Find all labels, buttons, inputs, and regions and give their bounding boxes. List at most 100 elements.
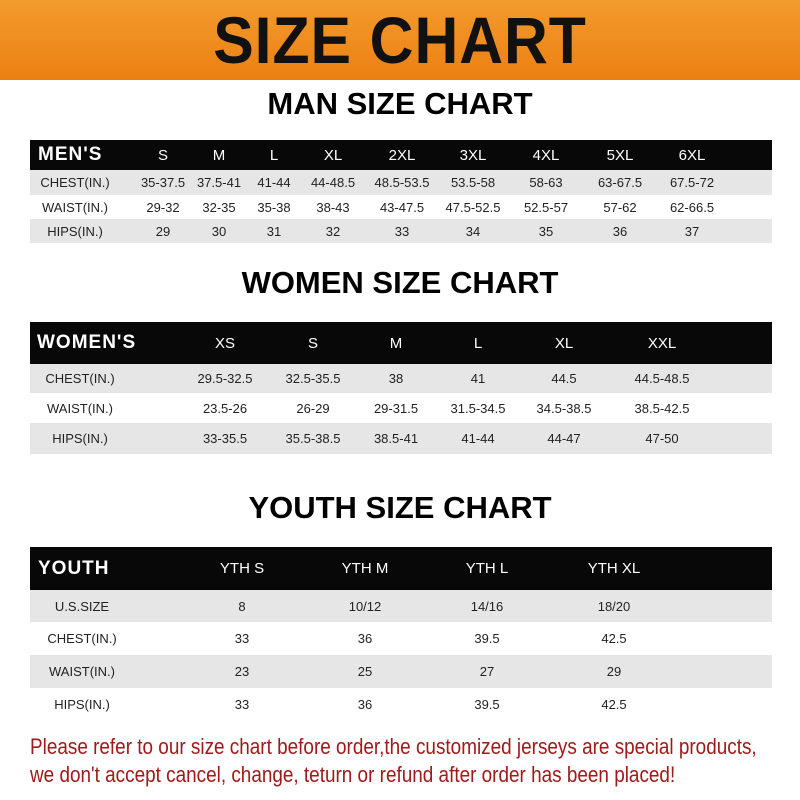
measurement-cell: 41-44 [257,175,291,190]
measurement-cell: 36 [357,696,373,712]
measurement-cell: 48.5-53.5 [374,175,430,190]
size-header: 6XL [678,146,706,164]
measurement-cell: 30 [211,223,227,239]
order-notice: Please refer to our size chart before or… [30,733,757,789]
table-row: WAIST(IN.) 23.5-26 26-29 29-31.5 31.5-34.5 34… [30,393,772,423]
table-row: WAIST(IN.) 23 25 27 29 [30,655,772,688]
table-title-cell: YOUTH [38,557,110,579]
measurement-cell: 37.5-41 [196,175,242,190]
measurement-cell: 44-48.5 [310,175,356,190]
table-header-row: YOUTH YTH S YTH M YTH L YTH XL [30,547,772,590]
table-row: CHEST(IN.) 35-37.5 37.5-41 41-44 44-48.5 48.5… [30,170,772,195]
measurement-cell: 41-44 [461,431,495,446]
row-label: HIPS(IN.) [47,223,103,239]
table-header-row: WOMEN'S XS S M L XL XXL [30,322,772,364]
measurement-cell: 10/12 [348,598,382,614]
table-row: CHEST(IN.) 29.5-32.5 32.5-35.5 38 41 44.5 44.5… [30,364,772,393]
size-header: S [307,334,319,352]
measurement-cell: 44.5-48.5 [634,371,690,386]
size-header: 2XL [388,146,416,164]
measurement-cell: 57-62 [603,199,637,215]
men-section-title: MAN SIZE CHART [267,86,533,121]
measurement-cell: 62-66.5 [669,199,715,215]
measurement-cell: 47.5-52.5 [445,199,501,215]
row-label: WAIST(IN.) [47,400,113,416]
measurement-cell: 14/16 [470,598,504,614]
measurement-cell: 58-63 [529,175,563,190]
measurement-cell: 47-50 [645,431,679,446]
women-size-table: WOMEN'S XS S M L XL XXL CHEST(IN.) 29.5-32.5 32.5… [30,322,772,454]
size-header: 4XL [532,146,560,164]
measurement-cell: 53.5-58 [450,175,496,190]
measurement-cell: 38.5-42.5 [634,400,690,416]
measurement-cell: 23 [234,664,250,679]
size-header: 5XL [606,146,634,164]
measurement-cell: 36 [612,223,628,239]
measurement-cell: 29 [155,223,171,239]
measurement-cell: 39.5 [474,631,500,646]
measurement-cell: 29.5-32.5 [197,371,253,386]
measurement-cell: 26-29 [296,400,330,416]
measurement-cell: 44-47 [547,431,581,446]
size-header: L [269,146,279,164]
measurement-cell: 44.5 [551,371,577,386]
measurement-cell: 35-37.5 [140,175,186,190]
measurement-cell: 38-43 [316,199,350,215]
measurement-cell: 33 [234,631,250,646]
measurement-cell: 33-35.5 [202,431,248,446]
row-label: CHEST(IN.) [47,631,117,646]
measurement-cell: 38 [388,371,404,386]
table-row: HIPS(IN.) 33 36 39.5 42.5 [30,688,772,720]
table-row: HIPS(IN.) 29 30 31 32 33 34 35 36 37 [30,219,772,243]
row-label: CHEST(IN.) [45,371,115,386]
size-header: M [212,146,226,164]
row-label: U.S.SIZE [54,598,110,614]
youth-size-table: YOUTH YTH S YTH M YTH L YTH XL U.S.SIZE 8 10/12… [30,547,772,720]
table-row: HIPS(IN.) 33-35.5 35.5-38.5 38.5-41 41-44 44-… [30,423,772,454]
measurement-cell: 32.5-35.5 [285,371,341,386]
size-header: S [157,146,169,164]
measurement-cell: 43-47.5 [379,199,425,215]
size-header: XS [214,334,236,352]
table-header-row: MEN'S S M L XL 2XL 3XL 4XL 5XL 6XL [30,140,772,170]
size-chart-banner: SIZE CHART [0,0,800,80]
size-header: YTH L [465,560,509,577]
size-header: XL [323,146,343,164]
size-header: M [389,334,403,352]
measurement-cell: 29-31.5 [373,400,419,416]
measurement-cell: 42.5 [601,696,627,712]
measurement-cell: 35 [538,223,554,239]
notice-line-1: Please refer to our size chart before or… [30,734,757,759]
measurement-cell: 8 [238,598,246,614]
measurement-cell: 39.5 [474,696,500,712]
measurement-cell: 42.5 [601,631,627,646]
measurement-cell: 29-32 [146,199,180,215]
notice-line-2: we don't accept cancel, change, teturn o… [30,762,676,787]
size-header: 3XL [459,146,487,164]
table-row: WAIST(IN.) 29-32 32-35 35-38 38-43 43-47.5 47.… [30,195,772,219]
measurement-cell: 41 [470,371,486,386]
table-row: U.S.SIZE 8 10/12 14/16 18/20 [30,590,772,622]
measurement-cell: 18/20 [597,598,631,614]
youth-section-title: YOUTH SIZE CHART [248,490,552,525]
size-header: YTH S [219,560,265,577]
measurement-cell: 25 [357,664,373,679]
size-header: L [473,334,483,352]
size-header: YTH M [341,560,389,577]
measurement-cell: 31 [266,223,282,239]
measurement-cell: 35.5-38.5 [285,431,341,446]
row-label: HIPS(IN.) [54,696,110,712]
row-label: CHEST(IN.) [40,175,110,190]
banner-title: SIZE CHART [213,3,587,77]
measurement-cell: 23.5-26 [202,400,248,416]
table-row: CHEST(IN.) 33 36 39.5 42.5 [30,622,772,655]
row-label: WAIST(IN.) [42,199,108,215]
measurement-cell: 67.5-72 [669,175,715,190]
measurement-cell: 37 [684,223,700,239]
measurement-cell: 32-35 [202,199,236,215]
row-label: HIPS(IN.) [52,431,108,446]
measurement-cell: 33 [234,696,250,712]
measurement-cell: 38.5-41 [373,431,419,446]
measurement-cell: 63-67.5 [597,175,643,190]
table-title-cell: MEN'S [38,144,103,165]
